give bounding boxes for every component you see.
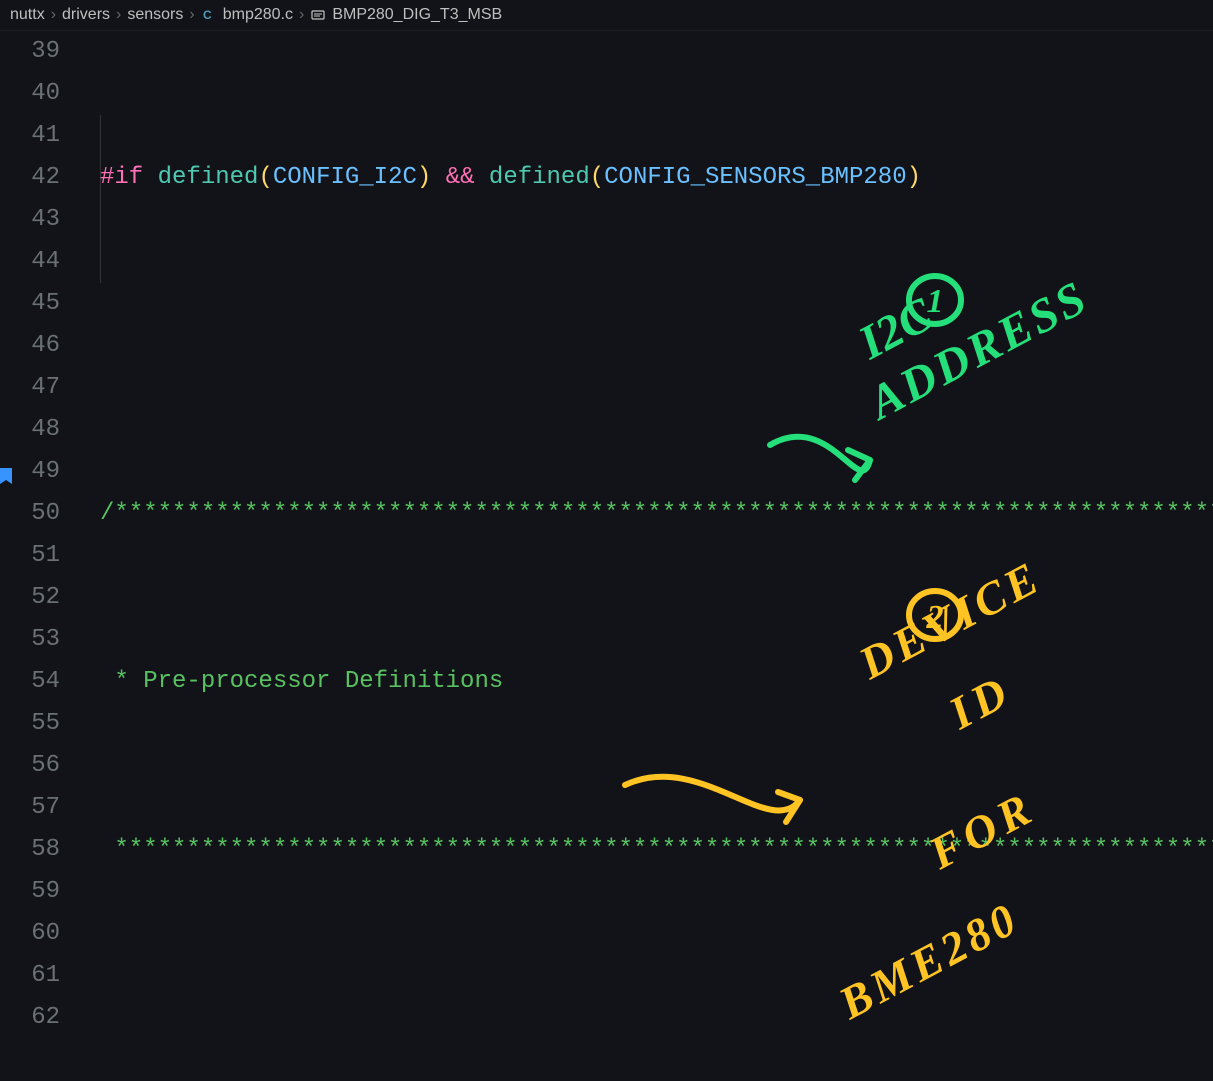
bookmark-marker[interactable] xyxy=(0,462,12,482)
line-number: 53 xyxy=(0,619,60,661)
line-number: 61 xyxy=(0,955,60,997)
c-file-icon: C xyxy=(201,7,217,23)
breadcrumb-separator: › xyxy=(299,0,304,30)
code-line[interactable]: #if defined(CONFIG_I2C) && defined(CONFI… xyxy=(100,157,1213,199)
breadcrumb-symbol[interactable]: BMP280_DIG_T3_MSB xyxy=(332,0,502,30)
line-number: 58 xyxy=(0,829,60,871)
line-number: 52 xyxy=(0,577,60,619)
line-number: 50 xyxy=(0,493,60,535)
breadcrumb-segment[interactable]: nuttx xyxy=(10,0,45,30)
code-line[interactable]: ****************************************… xyxy=(100,829,1213,871)
svg-text:C: C xyxy=(203,8,212,22)
code-line[interactable] xyxy=(100,997,1213,1039)
line-number: 46 xyxy=(0,325,60,367)
code-line[interactable]: * Pre-processor Definitions xyxy=(100,661,1213,703)
code-line[interactable] xyxy=(100,325,1213,367)
code-line[interactable]: /***************************************… xyxy=(100,493,1213,535)
editor[interactable]: 3940414243444546474849505152535455565758… xyxy=(0,31,1213,1081)
symbol-constant-icon xyxy=(310,7,326,23)
line-number: 41 xyxy=(0,115,60,157)
line-number-gutter: 3940414243444546474849505152535455565758… xyxy=(0,31,80,1081)
breadcrumb-segment[interactable]: drivers xyxy=(62,0,110,30)
line-number: 57 xyxy=(0,787,60,829)
line-number: 62 xyxy=(0,997,60,1039)
code-area[interactable]: #if defined(CONFIG_I2C) && defined(CONFI… xyxy=(100,31,1213,1081)
breadcrumb-separator: › xyxy=(189,0,194,30)
breadcrumb-file[interactable]: bmp280.c xyxy=(223,0,293,30)
line-number: 39 xyxy=(0,31,60,73)
line-number: 47 xyxy=(0,367,60,409)
breadcrumb-segment[interactable]: sensors xyxy=(127,0,183,30)
line-number: 44 xyxy=(0,241,60,283)
breadcrumb-separator: › xyxy=(51,0,56,30)
line-number: 54 xyxy=(0,661,60,703)
breadcrumbs: nuttx › drivers › sensors › C bmp280.c ›… xyxy=(0,0,1213,31)
line-number: 48 xyxy=(0,409,60,451)
line-number: 60 xyxy=(0,913,60,955)
line-number: 56 xyxy=(0,745,60,787)
breadcrumb-separator: › xyxy=(116,0,121,30)
line-number: 42 xyxy=(0,157,60,199)
line-number: 59 xyxy=(0,871,60,913)
line-number: 51 xyxy=(0,535,60,577)
line-number: 43 xyxy=(0,199,60,241)
line-number: 55 xyxy=(0,703,60,745)
line-number: 45 xyxy=(0,283,60,325)
line-number: 40 xyxy=(0,73,60,115)
